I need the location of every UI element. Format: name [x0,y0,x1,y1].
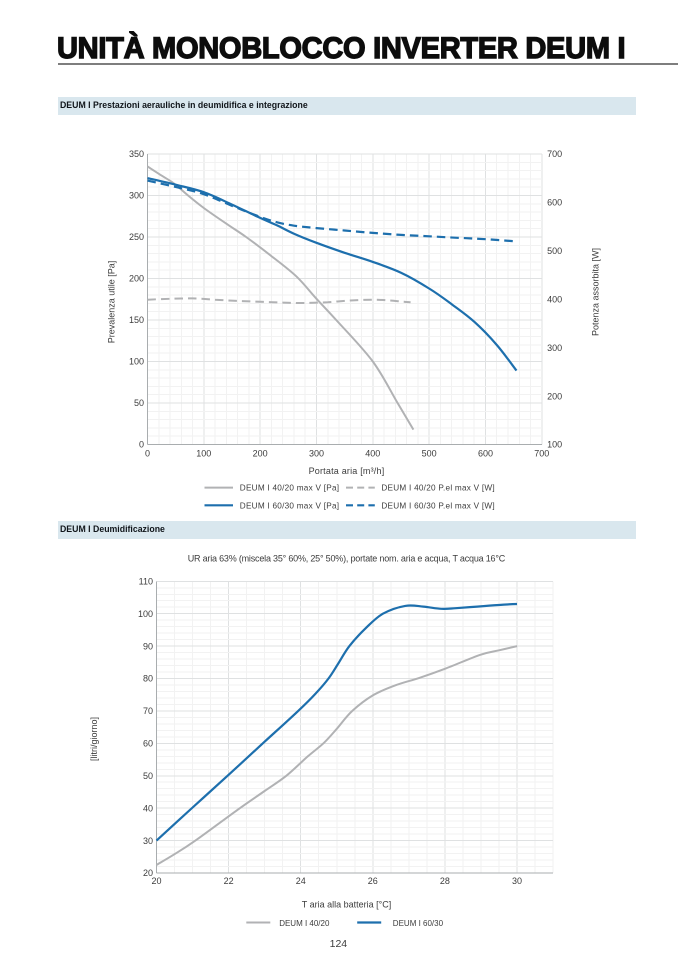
svg-text:500: 500 [547,246,562,256]
svg-text:600: 600 [547,198,562,208]
svg-text:110: 110 [139,577,153,587]
svg-text:600: 600 [478,448,493,458]
svg-text:400: 400 [365,448,380,458]
svg-text:20: 20 [151,876,161,886]
svg-text:70: 70 [143,706,153,716]
svg-text:DEUM I 40/20 P.el max V [W]: DEUM I 40/20 P.el max V [W] [381,484,495,493]
svg-text:30: 30 [512,876,522,886]
svg-text:50: 50 [134,398,144,408]
svg-text:Prevalenza utile [Pa]: Prevalenza utile [Pa] [107,261,117,344]
svg-text:100: 100 [129,357,144,367]
svg-text:DEUM I 40/20 max V [Pa]: DEUM I 40/20 max V [Pa] [240,484,339,493]
svg-text:0: 0 [139,440,144,450]
svg-text:24: 24 [296,876,306,886]
svg-text:DEUM I 60/30 max V [Pa]: DEUM I 60/30 max V [Pa] [240,501,339,510]
svg-text:300: 300 [129,191,144,201]
svg-text:300: 300 [547,343,562,353]
svg-text:700: 700 [534,448,549,458]
svg-text:40: 40 [143,803,153,813]
svg-text:100: 100 [196,448,211,458]
svg-text:30: 30 [143,836,153,846]
svg-text:124: 124 [330,938,348,950]
svg-text:[litri/giorno]: [litri/giorno] [89,717,99,761]
svg-text:28: 28 [440,876,450,886]
svg-text:60: 60 [143,739,153,749]
svg-text:100: 100 [547,440,562,450]
svg-text:300: 300 [309,448,324,458]
svg-text:0: 0 [145,448,150,458]
svg-text:50: 50 [143,771,153,781]
svg-text:400: 400 [547,294,562,304]
svg-text:700: 700 [547,149,562,159]
svg-text:DEUM I 60/30 P.el max V [W]: DEUM I 60/30 P.el max V [W] [381,501,495,510]
svg-text:26: 26 [368,876,378,886]
svg-text:250: 250 [129,232,144,242]
svg-text:90: 90 [143,641,153,651]
svg-text:100: 100 [138,609,153,619]
svg-text:200: 200 [547,391,562,401]
svg-text:Portata aria [m³/h]: Portata aria [m³/h] [309,466,385,476]
svg-text:150: 150 [129,315,144,325]
svg-text:DEUM I 60/30: DEUM I 60/30 [393,919,444,928]
svg-text:200: 200 [253,448,268,458]
svg-text:20: 20 [143,868,153,878]
svg-text:DEUM I 40/20: DEUM I 40/20 [279,919,330,928]
svg-text:T aria alla batteria [°C]: T aria alla batteria [°C] [302,900,391,910]
svg-text:200: 200 [129,274,144,284]
svg-text:500: 500 [422,448,437,458]
svg-text:22: 22 [224,876,234,886]
svg-text:UR aria 63% (miscela 35° 60%,: UR aria 63% (miscela 35° 60%, 25° 50%), … [188,554,506,564]
svg-text:350: 350 [129,149,144,159]
svg-text:80: 80 [143,674,153,684]
svg-text:Potenza assorbita [W]: Potenza assorbita [W] [591,248,601,336]
